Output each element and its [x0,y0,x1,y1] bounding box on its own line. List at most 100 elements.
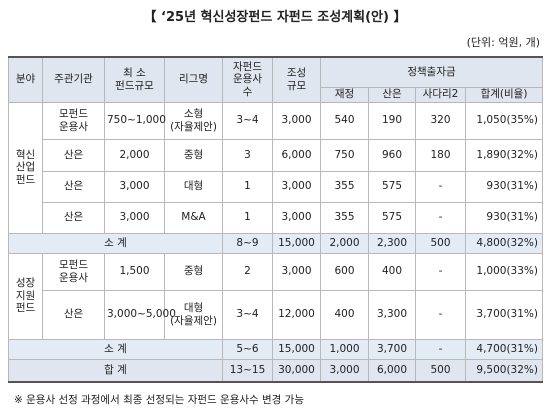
row: 혁신 산업 펀드 모펀드 운용사 750~1,000 소형 (자율제안) 3~4 3,00… [8,101,543,234]
unit: (단위: 억원, 개) [466,36,540,49]
header-cell: 합계(비율) [465,86,543,103]
cell: 190 [368,101,416,140]
cell: 355 [320,170,369,203]
cell: 930(31%) [465,201,543,234]
cell: 1,000(33%) [465,252,543,291]
cell: 중형 [164,252,223,291]
cell: 소형 (자율제안) [164,101,223,140]
row-label: 소 계 [8,338,223,360]
cell: M&A [164,201,223,234]
cell: - [415,338,466,360]
header-cell: 조성 규모 [272,56,321,103]
row: 성장 지원 펀드 모펀드 운용사 1,500 중형 2 3,000 600 400-1,000… [8,252,543,340]
cell: 산은 [42,201,105,234]
cell: 320 [415,101,466,140]
row: 산은 2,000 중형 3 6,000 750 960 180 1,890(32%) [9,138,543,172]
cell: 6,000 [368,358,416,382]
cell: 3,000 [104,170,165,203]
cell: - [415,289,466,340]
cell: 3 [222,138,273,172]
cell: 2,000 [104,138,165,172]
header-cell: 산은 [368,86,416,103]
cell: 500 [415,358,466,382]
row: 산은 3,000 대형 1 3,000 355 575-930(31%) [9,170,543,203]
cell: 15,000 [272,232,321,254]
row: 소 계 8~9 15,000 2,000 2,300 500 4,800(32%) [8,232,543,254]
cell: 180 [415,138,466,172]
cell: 모펀드 운용사 [42,252,105,291]
cell: 1 [222,201,273,234]
cell: 3,000~5,000 [104,289,176,340]
cell: 960 [368,138,416,172]
cell: - [415,252,466,291]
header-cell: 재정 [320,86,369,103]
cell: 산은 [42,289,105,340]
cell: 3,000 [272,252,321,291]
header-cell: 분야 [8,56,43,103]
table: 분야 주관기관 최 소 펀드규모 리그명 자펀드 운용사 수 조성 규모 정책출자금 재정 산은… [8,56,543,383]
row-label: 소 계 [8,232,223,254]
cell: 930(31%) [465,170,543,203]
cell: - [415,201,466,234]
cell: 500 [415,232,466,254]
cell: 400 [368,252,416,291]
cell: 5~6 [222,338,273,360]
cell: 6,000 [272,138,321,172]
row: 소 계 5~6 15,000 1,000 3,700-4,700(31%) [8,338,543,360]
cell: 2 [222,252,273,291]
cell: 4,700(31%) [465,338,543,360]
cell: 750 [320,138,369,172]
cell: 1 [222,170,273,203]
cell: 15,000 [272,338,321,360]
cell: 30,000 [272,358,321,382]
cell: 8~9 [222,232,273,254]
cell: 13~15 [222,358,273,382]
cell: 400 [320,289,369,340]
row-label: 합 계 [8,358,223,382]
cell: 355 [320,201,369,234]
cell: 1,000 [320,338,369,360]
row: 재정 산은 사다리2 합계(비율) [9,86,543,103]
cell: 3,000 [320,358,369,382]
cell: 2,300 [368,232,416,254]
cell: 1,050(35%) [465,101,543,140]
cell: 1,500 [104,252,165,291]
cell: 3,300 [368,289,416,340]
cell: 모펀드 운용사 [42,101,105,140]
cell: 3,000 [272,101,321,140]
cell: 3,000 [272,170,321,203]
cell: 540 [320,101,369,140]
row: 분야 주관기관 최 소 펀드규모 리그명 자펀드 운용사 수 조성 규모 정책출자금 [8,56,543,103]
cell: - [415,170,466,203]
group-label: 혁신 산업 펀드 [8,101,43,234]
cell: 9,500(32%) [465,358,543,382]
cell: 3~4 [222,101,273,140]
cell: 4,800(32%) [465,232,543,254]
cell: 3~4 [222,289,273,340]
cell: 3,700(31%) [465,289,543,340]
cell: 2,000 [320,232,369,254]
header-cell: 자펀드 운용사 수 [222,56,273,103]
row: 합 계 13~15 30,000 3,000 6,000 500 9,500(32%) [8,358,543,382]
cell: 3,000 [104,201,165,234]
row: 산은 3,000~5,000 대형 (자율제안) 3~4 12,000 400 3,300-… [9,289,543,340]
title: 【 ‘25년 혁신성장펀드 자펀드 조성계획(안) 】 [143,10,407,25]
group-label: 성장 지원 펀드 [8,252,43,340]
row: 산은 3,000 M&A 1 3,000 355 575-930(31%) [9,201,543,234]
header-cell: 리그명 [164,56,223,103]
cell: 3,000 [272,201,321,234]
cell: 575 [368,170,416,203]
footnote: ※ 운용사 선정 과정에서 최종 선정되는 자펀드 운용사수 변경 가능 [14,394,304,406]
cell: 중형 [164,138,223,172]
cell: 3,700 [368,338,416,360]
header-cell: 정책출자금 [320,56,543,88]
cell: 575 [368,201,416,234]
header-cell: 최 소 펀드규모 [104,56,165,103]
cell: 대형 [164,170,223,203]
cell: 750~1,000 [104,101,166,140]
header-cell: 사다리2 [415,86,466,103]
cell: 12,000 [272,289,321,340]
header-cell: 주관기관 [42,56,105,103]
cell: 대형 (자율제안) [164,289,223,340]
